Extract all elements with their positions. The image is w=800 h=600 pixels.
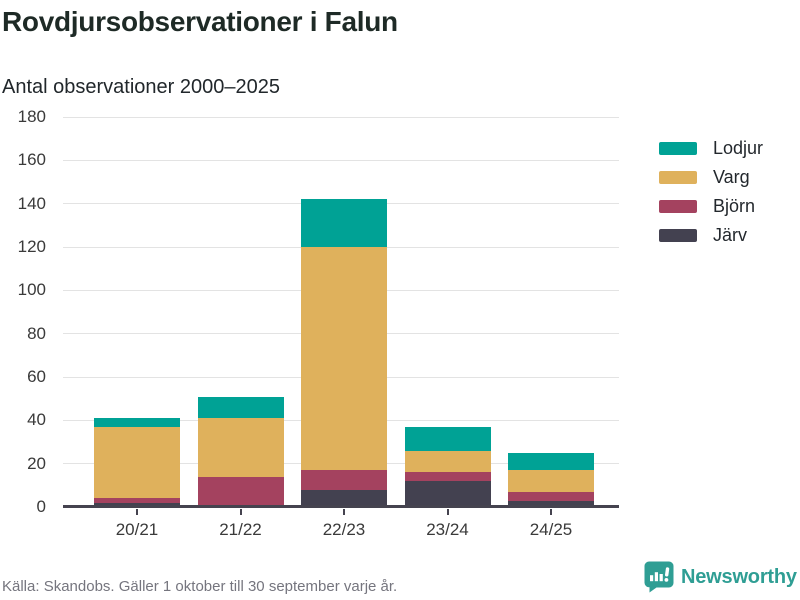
- y-tick-label: 120: [17, 237, 46, 256]
- newsworthy-wordmark: Newsworthy: [681, 565, 797, 588]
- legend-item: Järv: [659, 221, 763, 250]
- y-tick-label: 0: [36, 497, 46, 516]
- x-tick-label: 22/23: [322, 520, 366, 539]
- bar-segment: [404, 481, 491, 507]
- legend: Lodjur Varg Björn Järv: [659, 134, 763, 250]
- legend-swatch: [659, 142, 697, 155]
- bar-segment: [94, 418, 180, 427]
- x-axis-tick: [550, 509, 552, 515]
- y-tick-label: 80: [27, 323, 46, 343]
- bar-segment: [404, 426, 491, 451]
- newsworthy-speech-bubble-chart-icon: [644, 561, 674, 593]
- bar-segment: [508, 500, 594, 507]
- x-tick-label: 23/24: [426, 520, 469, 539]
- gridline: [63, 116, 619, 118]
- x-axis-line: [63, 505, 619, 508]
- legend-item: Lodjur: [659, 134, 763, 163]
- newsworthy-logo: Newsworthy: [644, 561, 797, 593]
- x-axis-tick: [446, 509, 449, 515]
- y-tick-label: 40: [27, 410, 46, 430]
- chart-subtitle: Antal observationer 2000–2025: [2, 76, 280, 98]
- legend-label: Varg: [713, 167, 750, 187]
- bar-segment: [301, 470, 387, 490]
- legend-item: Björn: [659, 192, 763, 221]
- plot-area: 0 20 40 60 80 100 120 140 160 180 20/21 21/22 22/23 2…: [18, 108, 619, 539]
- bar-segment: [508, 470, 594, 492]
- x-axis-tick: [343, 509, 345, 515]
- y-tick-label: 60: [27, 367, 46, 386]
- bar-segment: [301, 247, 387, 471]
- x-axis-tick: [136, 509, 138, 515]
- bar-segment: [508, 491, 594, 501]
- x-axis-tick: [239, 509, 242, 515]
- legend-item: Varg: [659, 163, 763, 192]
- bar-segment: [94, 426, 180, 499]
- x-tick-label: 24/25: [529, 520, 573, 539]
- gridline: [63, 159, 619, 161]
- legend-swatch: [659, 200, 697, 213]
- legend-swatch: [659, 229, 697, 242]
- bar-segment: [197, 396, 284, 419]
- bar-segment: [508, 452, 594, 471]
- bar-segment: [94, 498, 180, 503]
- x-tick-label: 20/21: [115, 520, 159, 539]
- bar-segment: [301, 489, 387, 507]
- y-tick-label: 180: [17, 107, 46, 126]
- gridline: [63, 246, 619, 248]
- bar-segment: [197, 476, 284, 507]
- y-tick-label: 20: [27, 453, 46, 473]
- legend-swatch: [659, 171, 697, 184]
- bar-segment: [404, 450, 491, 473]
- bar-segment: [301, 199, 387, 247]
- bar-segment: [94, 502, 180, 507]
- y-tick-label: 140: [17, 193, 46, 213]
- chart-title: Rovdjursobservationer i Falun: [2, 6, 398, 37]
- y-tick-label: 100: [17, 280, 46, 300]
- legend-label: Lodjur: [713, 138, 764, 158]
- bar-segment: [404, 472, 491, 481]
- bar-segment: [197, 418, 284, 477]
- source-note: Källa: Skandobs. Gäller 1 oktober till 3…: [2, 578, 398, 595]
- legend-label: Järv: [713, 225, 748, 245]
- y-tick-label: 160: [17, 150, 46, 170]
- legend-label: Björn: [713, 196, 756, 216]
- x-tick-label: 21/22: [219, 520, 262, 539]
